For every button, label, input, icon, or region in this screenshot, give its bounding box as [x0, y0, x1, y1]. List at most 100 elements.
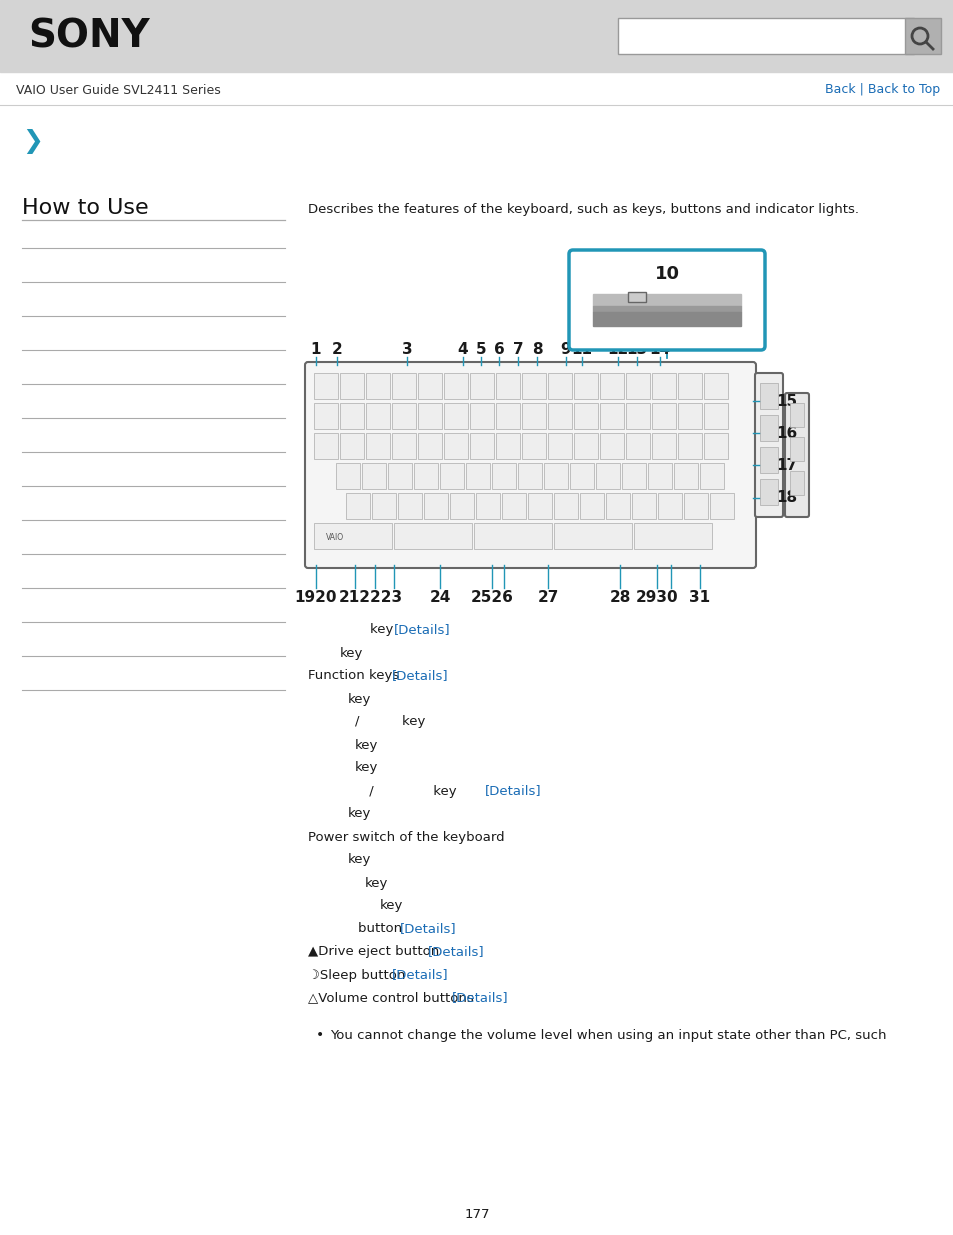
Bar: [314, 373, 337, 399]
Bar: [605, 493, 629, 519]
Bar: [625, 373, 649, 399]
Bar: [392, 433, 416, 459]
Bar: [760, 415, 778, 441]
Text: 8: 8: [531, 342, 541, 357]
Bar: [314, 403, 337, 429]
Bar: [465, 463, 490, 489]
Text: 14: 14: [649, 342, 670, 357]
Bar: [517, 463, 541, 489]
Text: 31: 31: [689, 590, 710, 605]
Text: 12: 12: [607, 342, 628, 357]
Bar: [388, 463, 412, 489]
Bar: [394, 522, 472, 550]
Bar: [547, 433, 572, 459]
Bar: [470, 433, 494, 459]
Text: [Details]: [Details]: [392, 968, 448, 982]
Bar: [599, 433, 623, 459]
Text: key: key: [365, 877, 388, 889]
Text: 27: 27: [537, 590, 558, 605]
Text: Back | Back to Top: Back | Back to Top: [824, 84, 939, 96]
Text: /          key: / key: [355, 715, 425, 729]
Text: 1920: 1920: [294, 590, 337, 605]
Text: key: key: [339, 646, 363, 659]
Text: How to Use: How to Use: [22, 198, 149, 219]
Bar: [361, 463, 386, 489]
Text: •: •: [315, 1028, 324, 1042]
Bar: [683, 493, 707, 519]
Text: 28: 28: [609, 590, 630, 605]
Bar: [618, 19, 913, 54]
Text: You cannot change the volume level when using an input state other than PC, such: You cannot change the volume level when …: [330, 1029, 885, 1041]
Text: button: button: [357, 923, 406, 935]
Bar: [339, 433, 364, 459]
Text: key: key: [348, 853, 371, 867]
Text: key: key: [348, 693, 371, 705]
Text: 2526: 2526: [470, 590, 513, 605]
Bar: [521, 373, 545, 399]
Bar: [372, 493, 395, 519]
Text: Function keys: Function keys: [308, 669, 403, 683]
Bar: [392, 373, 416, 399]
Text: [Details]: [Details]: [399, 923, 456, 935]
Text: 13: 13: [626, 342, 647, 357]
Text: key: key: [355, 739, 378, 752]
Bar: [579, 493, 603, 519]
Bar: [703, 373, 727, 399]
Bar: [651, 373, 676, 399]
Bar: [651, 433, 676, 459]
Bar: [789, 403, 803, 427]
Text: 17: 17: [775, 457, 797, 473]
Bar: [314, 433, 337, 459]
Text: Power switch of the keyboard: Power switch of the keyboard: [308, 830, 504, 844]
Text: 2930: 2930: [635, 590, 678, 605]
Bar: [703, 403, 727, 429]
Text: Describes the features of the keyboard, such as keys, buttons and indicator ligh: Describes the features of the keyboard, …: [308, 204, 858, 216]
Bar: [496, 403, 519, 429]
Bar: [625, 403, 649, 429]
FancyBboxPatch shape: [754, 373, 782, 517]
Bar: [496, 433, 519, 459]
Bar: [554, 522, 631, 550]
Bar: [339, 373, 364, 399]
Bar: [470, 403, 494, 429]
Bar: [547, 403, 572, 429]
Bar: [443, 403, 468, 429]
Bar: [476, 493, 499, 519]
Bar: [346, 493, 370, 519]
Bar: [904, 19, 940, 54]
Bar: [593, 294, 740, 306]
Bar: [789, 471, 803, 495]
Text: 6: 6: [493, 342, 504, 357]
Text: 11: 11: [571, 342, 592, 357]
Text: [Details]: [Details]: [484, 784, 541, 798]
Bar: [673, 463, 698, 489]
Bar: [647, 463, 671, 489]
Bar: [569, 463, 594, 489]
Bar: [439, 463, 463, 489]
Bar: [574, 373, 598, 399]
Text: VAIO: VAIO: [326, 534, 344, 542]
Text: ❯: ❯: [22, 130, 43, 154]
Bar: [789, 437, 803, 461]
Text: 4: 4: [457, 342, 468, 357]
Text: 24: 24: [429, 590, 450, 605]
Bar: [574, 433, 598, 459]
Bar: [414, 463, 437, 489]
Bar: [392, 403, 416, 429]
Bar: [634, 522, 711, 550]
Text: SONY: SONY: [28, 17, 150, 56]
Text: [Details]: [Details]: [452, 992, 508, 1004]
Bar: [397, 493, 421, 519]
Bar: [527, 493, 552, 519]
Text: 16: 16: [775, 426, 797, 441]
Text: 18: 18: [775, 490, 797, 505]
Text: key: key: [379, 899, 403, 913]
Text: 212223: 212223: [338, 590, 402, 605]
Text: [Details]: [Details]: [394, 624, 450, 636]
Bar: [678, 403, 701, 429]
Bar: [501, 493, 525, 519]
Bar: [366, 373, 390, 399]
Bar: [599, 373, 623, 399]
Bar: [760, 479, 778, 505]
Bar: [651, 403, 676, 429]
